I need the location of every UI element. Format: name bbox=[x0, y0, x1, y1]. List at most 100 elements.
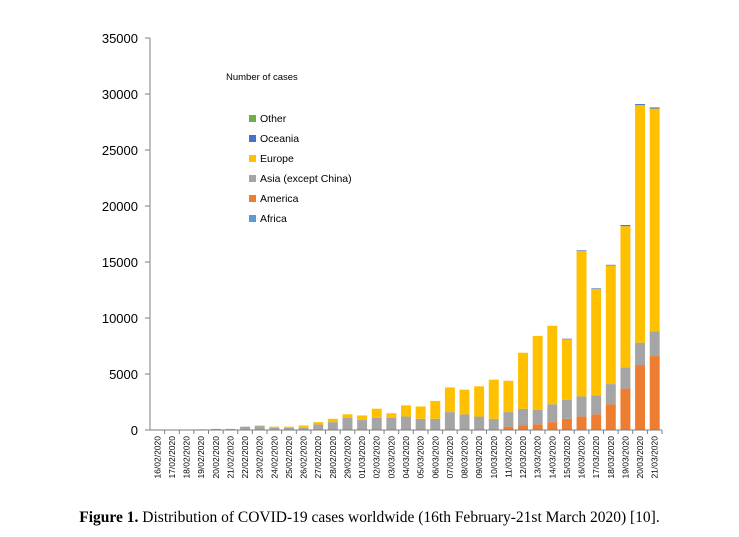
caption-text: Distribution of COVID-19 cases worldwide… bbox=[138, 509, 660, 526]
bar-segment bbox=[254, 426, 265, 430]
bar-segment bbox=[283, 427, 294, 430]
bar-segment bbox=[298, 425, 309, 428]
bar-segment bbox=[430, 418, 441, 430]
stacked-bar-chart: 0 5000 10000 15000 20000 25000 30000 35000 16/02… bbox=[102, 31, 663, 479]
x-tick-label: 11/03/2020 bbox=[503, 436, 513, 478]
x-tick-label: 16/03/2020 bbox=[577, 436, 587, 479]
bar-segment bbox=[635, 342, 646, 366]
bar-segment bbox=[488, 379, 499, 419]
bar-segment bbox=[561, 418, 572, 430]
legend-swatch bbox=[249, 195, 256, 202]
x-tick-label: 18/03/2020 bbox=[606, 436, 616, 479]
legend-label: Africa bbox=[260, 213, 287, 225]
x-tick-label: 14/03/2020 bbox=[547, 436, 557, 479]
x-tick-label: 24/02/2020 bbox=[269, 436, 279, 479]
x-tick-label: 04/03/2020 bbox=[401, 436, 411, 479]
x-tick-label: 22/02/2020 bbox=[240, 436, 250, 479]
bar-segment bbox=[371, 417, 382, 430]
bar-segment bbox=[225, 428, 236, 430]
bar-segment bbox=[635, 365, 646, 430]
bar-segment bbox=[605, 384, 616, 405]
bar-segment bbox=[532, 409, 543, 425]
y-tick-label: 30000 bbox=[102, 87, 138, 102]
x-tick-label: 21/02/2020 bbox=[225, 436, 235, 479]
bar-segment bbox=[327, 422, 338, 430]
legend-label: Asia (except China) bbox=[260, 173, 352, 185]
bar-segment bbox=[620, 226, 631, 368]
x-tick-label: 19/03/2020 bbox=[620, 436, 630, 479]
bar-segment bbox=[430, 400, 441, 419]
x-tick-label: 01/03/2020 bbox=[357, 436, 367, 479]
chart-title: Number of cases bbox=[226, 72, 298, 83]
bar-segment bbox=[210, 428, 221, 430]
x-tick-label: 27/02/2020 bbox=[313, 436, 323, 479]
bar-segment bbox=[576, 250, 587, 397]
bar-segment bbox=[444, 412, 455, 430]
figure-caption: Figure 1. Distribution of COVID-19 cases… bbox=[0, 509, 739, 527]
bar-segment bbox=[561, 338, 572, 340]
bar-segment bbox=[313, 424, 324, 430]
bar-segment bbox=[503, 426, 514, 430]
bar-segment bbox=[342, 414, 353, 418]
legend-label: Oceania bbox=[260, 133, 299, 145]
legend-swatch bbox=[249, 115, 256, 122]
bar-segment bbox=[576, 416, 587, 430]
bar-segment bbox=[532, 424, 543, 430]
bar-segment bbox=[240, 426, 251, 430]
bar-segment bbox=[605, 404, 616, 430]
bar-segment bbox=[605, 264, 616, 266]
legend-swatch bbox=[249, 175, 256, 182]
bar-segment bbox=[371, 408, 382, 418]
x-tick-label: 18/02/2020 bbox=[182, 436, 192, 479]
bar-segment bbox=[503, 380, 514, 413]
bar-segment bbox=[386, 413, 397, 418]
x-tick-label: 15/03/2020 bbox=[562, 436, 572, 479]
bar-segment bbox=[518, 352, 529, 409]
x-tick-label: 07/03/2020 bbox=[445, 436, 455, 479]
x-tick-label: 03/03/2020 bbox=[386, 436, 396, 479]
y-tick-label: 0 bbox=[131, 423, 138, 438]
x-tick-label: 26/02/2020 bbox=[299, 436, 309, 479]
y-tick-label: 10000 bbox=[102, 311, 138, 326]
x-tick-label: 19/02/2020 bbox=[196, 436, 206, 479]
bar-segment bbox=[254, 425, 265, 427]
bar-segment bbox=[342, 417, 353, 430]
bar-segment bbox=[459, 389, 470, 415]
x-tick-label: 12/03/2020 bbox=[518, 436, 528, 479]
x-tick-label: 21/03/2020 bbox=[650, 436, 660, 479]
x-tick-label: 20/03/2020 bbox=[635, 436, 645, 479]
x-tick-label: 17/03/2020 bbox=[591, 436, 601, 479]
bar-segment bbox=[269, 426, 280, 428]
x-tick-label: 05/03/2020 bbox=[416, 436, 426, 479]
bar-segment bbox=[518, 408, 529, 426]
bar-segment bbox=[561, 339, 572, 400]
x-tick-label: 17/02/2020 bbox=[167, 436, 177, 479]
bar-segment bbox=[327, 418, 338, 423]
bar-segment bbox=[649, 108, 660, 332]
bar-segment bbox=[547, 325, 558, 405]
bar-segment bbox=[459, 414, 470, 430]
x-tick-label: 16/02/2020 bbox=[152, 436, 162, 479]
bar-segment bbox=[532, 335, 543, 410]
bar-segment bbox=[620, 367, 631, 389]
bar-segment bbox=[357, 415, 368, 420]
bar-segment bbox=[283, 426, 294, 428]
bar-segment bbox=[635, 105, 646, 343]
bar-segment bbox=[561, 399, 572, 419]
bar-segment bbox=[576, 396, 587, 417]
bar-segment bbox=[591, 288, 602, 289]
x-tick-label: 23/02/2020 bbox=[255, 436, 265, 479]
y-tick-label: 20000 bbox=[102, 199, 138, 214]
bar-segment bbox=[503, 412, 514, 427]
x-tick-label: 13/03/2020 bbox=[533, 436, 543, 479]
bar-segment bbox=[474, 386, 485, 417]
bar-segment bbox=[605, 265, 616, 385]
bar-segment bbox=[401, 405, 411, 417]
y-tick-label: 25000 bbox=[102, 143, 138, 158]
bar-segment bbox=[649, 331, 660, 357]
x-tick-label: 28/02/2020 bbox=[328, 436, 338, 479]
bar-segment bbox=[591, 395, 602, 415]
x-tick-label: 25/02/2020 bbox=[284, 436, 294, 479]
bar-segment bbox=[415, 406, 426, 419]
bar-segment bbox=[547, 422, 558, 430]
